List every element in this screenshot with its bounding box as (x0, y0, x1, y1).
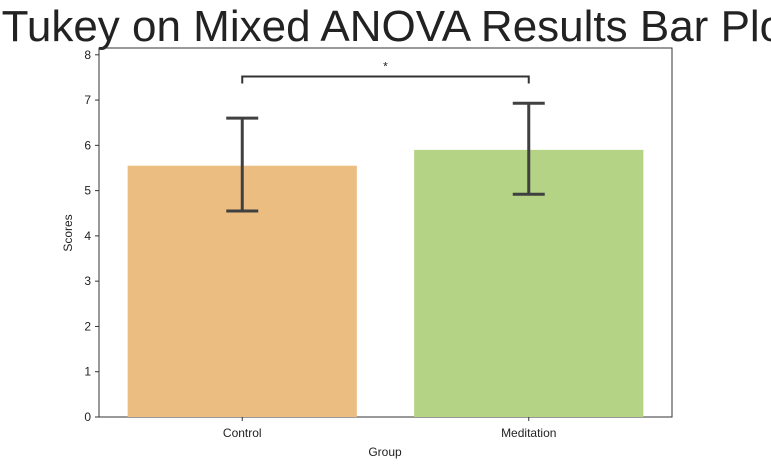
y-tick-label: 3 (84, 274, 91, 288)
chart-title: Tukey on Mixed ANOVA Results Bar Plot (2, 2, 771, 51)
y-axis-label: Scores (61, 214, 75, 251)
y-tick-label: 1 (84, 365, 91, 379)
error-bar-control (226, 116, 259, 213)
y-tick-label: 2 (84, 319, 91, 333)
significance-bracket-group: * (241, 60, 530, 84)
y-tick-label: 5 (84, 184, 91, 198)
x-tick-label: Control (223, 426, 262, 440)
x-axis: Control Meditation (223, 417, 556, 440)
significance-label: * (383, 60, 388, 74)
error-bars-group (226, 101, 545, 213)
y-tick-label: 4 (84, 229, 91, 243)
plot-area (98, 47, 673, 418)
y-tick-label: 0 (84, 410, 91, 424)
bars-group (127, 149, 644, 418)
error-bar-meditation (512, 101, 545, 196)
y-tick-label: 7 (84, 93, 91, 107)
y-tick-label: 8 (84, 48, 91, 62)
significance-bracket (241, 75, 530, 84)
x-tick-label: Meditation (501, 426, 556, 440)
y-axis: 0 1 2 3 4 5 6 7 8 (84, 48, 99, 424)
y-tick-label: 6 (84, 138, 91, 152)
x-axis-label: Group (368, 445, 402, 459)
